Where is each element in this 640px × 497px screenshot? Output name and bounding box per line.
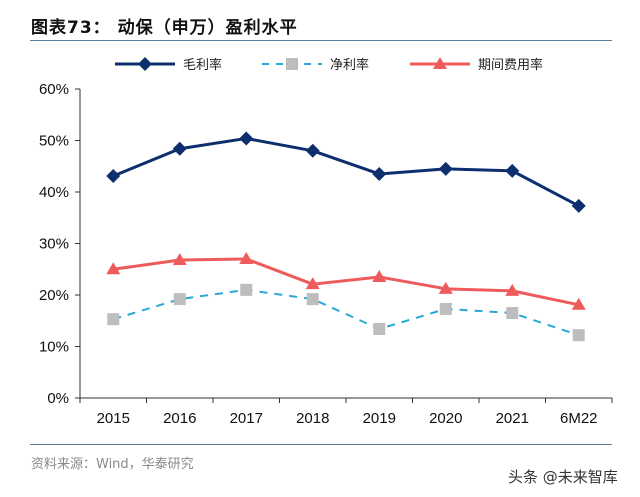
data-point-triangle: [505, 283, 520, 296]
data-point-diamond: [571, 198, 586, 213]
y-tick-label: 0%: [47, 390, 69, 407]
data-point-diamond: [305, 143, 320, 158]
x-tick-label: 6M22: [560, 410, 598, 427]
data-point-diamond: [372, 166, 387, 181]
data-point-square: [439, 302, 452, 315]
data-point-diamond: [106, 169, 121, 184]
header-rule: [30, 40, 612, 41]
y-tick-label: 10%: [39, 339, 69, 356]
source-note: 资料来源：Wind，华泰研究: [31, 457, 194, 472]
data-point-triangle: [372, 269, 387, 282]
data-point-square: [306, 293, 319, 306]
data-point-diamond: [172, 141, 187, 156]
y-tick-label: 30%: [39, 236, 69, 253]
legend-item: 毛利率: [115, 57, 222, 73]
series-2: [107, 283, 585, 342]
legend: 毛利率 净利率 期间费用率: [115, 57, 543, 73]
data-point-square: [286, 58, 298, 70]
series-line: [113, 257, 580, 307]
x-tick-label: 2017: [230, 410, 263, 427]
y-tick-label: 20%: [39, 287, 69, 304]
y-tick-label: 50%: [39, 133, 69, 150]
x-tick-label: 2015: [97, 410, 130, 427]
data-point-square: [240, 283, 253, 296]
data-point-square: [506, 307, 519, 320]
x-tick-label: 2019: [363, 410, 396, 427]
data-point-triangle: [571, 297, 586, 310]
chart-title: 图表73： 动保（申万）盈利水平: [31, 18, 298, 38]
data-point-square: [173, 293, 186, 306]
x-tick-label: 2016: [163, 410, 196, 427]
data-point-square: [572, 329, 585, 342]
data-point-triangle: [433, 57, 447, 69]
x-tick-label: 2021: [496, 410, 529, 427]
footer-rule: [30, 444, 612, 445]
data-point-triangle: [305, 277, 320, 290]
data-point-square: [373, 322, 386, 335]
x-tick-label: 2018: [296, 410, 329, 427]
legend-label: 毛利率: [183, 57, 222, 73]
series-line: [112, 136, 580, 208]
data-point-diamond: [505, 163, 520, 178]
y-tick-label: 60%: [39, 81, 69, 98]
x-tick-label: 2020: [429, 410, 462, 427]
data-point-diamond: [438, 161, 453, 176]
data-point-triangle: [239, 251, 254, 264]
data-point-diamond: [138, 57, 152, 71]
data-point-square: [107, 313, 120, 326]
series-1: [106, 131, 586, 213]
series-group: [106, 131, 586, 342]
legend-item: 净利率: [262, 57, 369, 73]
data-point-triangle: [106, 262, 121, 275]
legend-label: 期间费用率: [478, 57, 543, 73]
y-tick-label: 40%: [39, 184, 69, 201]
legend-label: 净利率: [330, 57, 369, 73]
series-3: [106, 251, 586, 310]
axes: 0% 10% 20% 30% 40% 50% 60% 2015 2016 2017 2018 2019…: [39, 81, 613, 427]
watermark: 头条 @未来智库: [508, 468, 618, 486]
legend-item: 期间费用率: [410, 57, 543, 73]
data-point-triangle: [438, 281, 453, 294]
series-line: [112, 288, 580, 337]
data-point-triangle: [172, 252, 187, 265]
data-point-diamond: [239, 131, 254, 146]
